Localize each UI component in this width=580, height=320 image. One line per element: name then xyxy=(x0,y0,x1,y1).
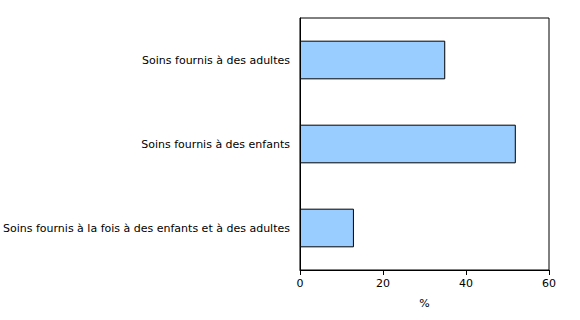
svg-text:%: % xyxy=(419,297,429,310)
svg-text:20: 20 xyxy=(376,277,390,290)
svg-text:Soins fournis à la fois à des: Soins fournis à la fois à des enfants et… xyxy=(3,222,290,235)
svg-text:0: 0 xyxy=(296,277,303,290)
svg-text:Soins fournis à des adultes: Soins fournis à des adultes xyxy=(142,54,290,67)
svg-text:40: 40 xyxy=(459,277,473,290)
svg-text:Soins fournis à des enfants: Soins fournis à des enfants xyxy=(141,138,290,151)
svg-text:60: 60 xyxy=(542,277,556,290)
